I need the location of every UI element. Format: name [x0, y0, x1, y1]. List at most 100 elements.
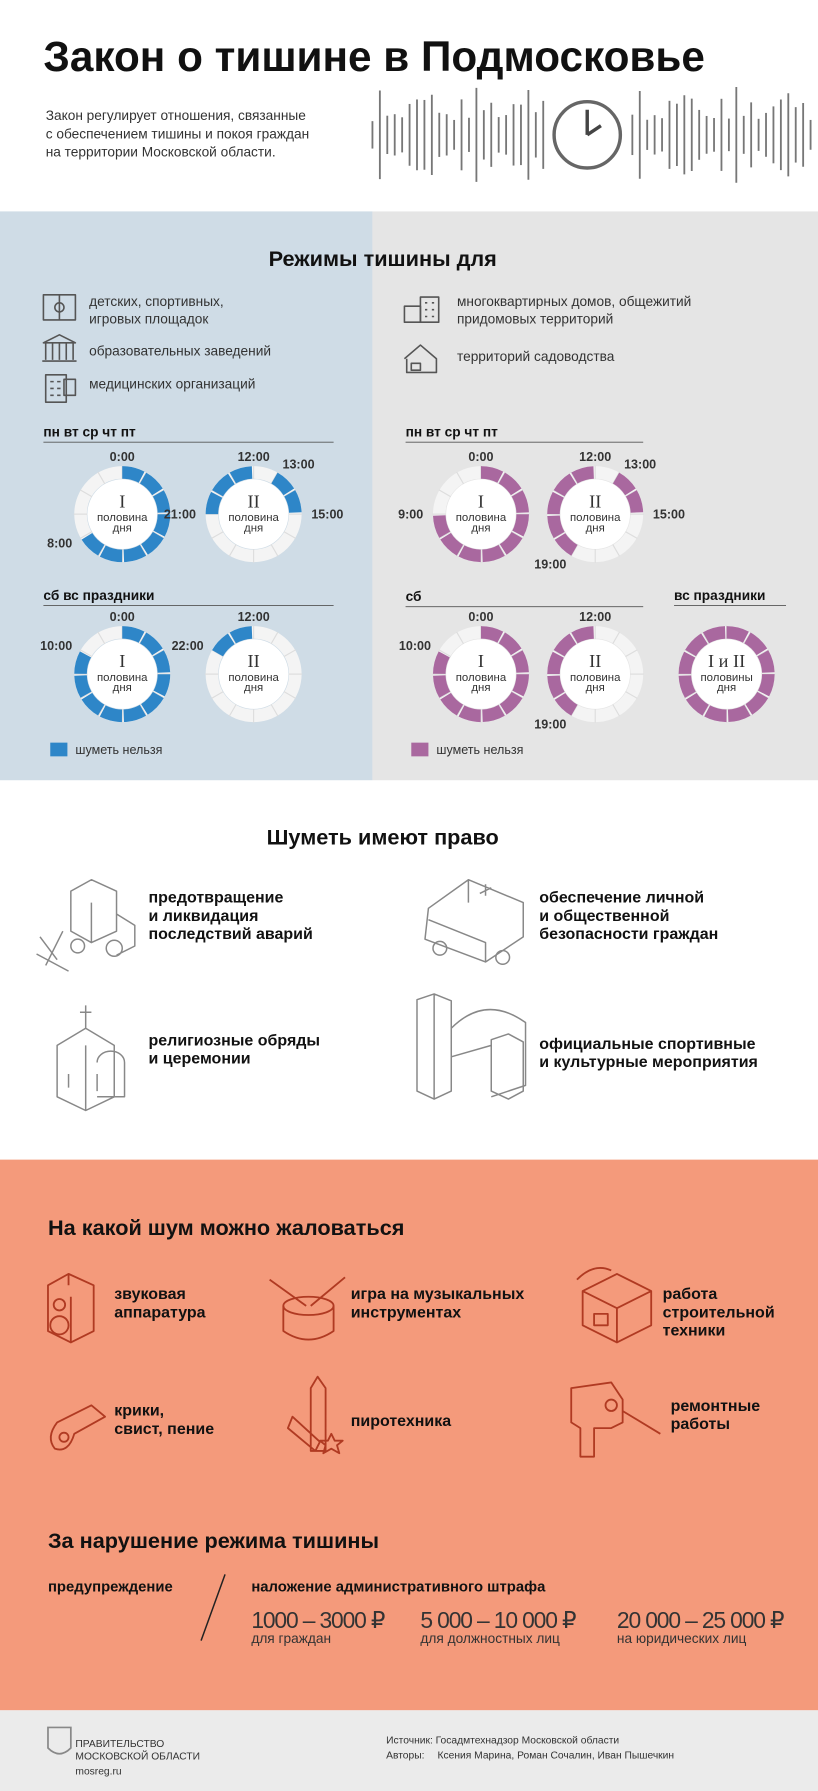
fine-who: на юридических лиц: [617, 1631, 747, 1646]
ring-tick: [552, 531, 566, 539]
complaint-item: ремонтные: [671, 1398, 761, 1415]
time-label: 15:00: [653, 508, 685, 522]
time-label: 12:00: [579, 450, 611, 464]
warning: предупреждение: [48, 1579, 173, 1595]
ring-tick: [456, 471, 465, 485]
icons: [36, 293, 661, 1755]
ring-tick: [552, 649, 566, 658]
ring-tick: [756, 691, 769, 699]
allowed-item: и культурные мероприятия: [539, 1054, 758, 1071]
ring-caption: дня: [471, 522, 490, 534]
noise-arc: [212, 626, 254, 657]
ring-tick: [79, 649, 93, 658]
ring-tick: [684, 691, 697, 699]
ring-tick: [456, 631, 465, 645]
org-name: МОСКОВСКОЙ ОБЛАСТИ: [75, 1749, 200, 1762]
time-label: 19:00: [534, 558, 566, 572]
days: пн вт ср чт пт: [406, 424, 499, 439]
ring-numeral: II: [589, 651, 601, 671]
ring-tick: [211, 531, 224, 539]
ring-center: [218, 479, 289, 549]
allowed-item: и церемонии: [149, 1051, 251, 1068]
ring-center: [560, 639, 631, 709]
ring-tick: [283, 691, 296, 699]
complaint-item: инструментах: [351, 1304, 462, 1321]
ring-tick: [510, 531, 524, 539]
time-label: 0:00: [468, 450, 493, 464]
title: Закон о тишине в Подмосковье: [43, 33, 704, 80]
ring-tick: [497, 544, 506, 557]
fine-title: наложение административного штрафа: [251, 1579, 546, 1595]
noise-arc: [678, 626, 775, 723]
ring-tick: [612, 703, 620, 717]
ring-center: [691, 639, 762, 709]
description: Закон регулирует отношения, связанные: [46, 108, 306, 123]
legend-label: шуметь нельзя: [75, 743, 162, 757]
ring-center: [446, 479, 516, 549]
ring-tick: [270, 471, 279, 485]
place: игровых площадок: [89, 311, 209, 326]
fine-amount: 1000 – 3000 ₽: [251, 1607, 385, 1633]
ring-tick: [756, 649, 769, 658]
ring-numeral: II: [248, 491, 260, 511]
authors: Ксения Марина, Роман Сочалин, Иван Пышеч…: [438, 1750, 675, 1761]
ring-tick: [625, 649, 638, 658]
ring-tick: [139, 703, 148, 717]
ring-tick: [570, 631, 579, 645]
ring-caption: дня: [244, 682, 263, 694]
ring-tick: [552, 691, 566, 699]
noise-arc: [205, 466, 254, 515]
ring-tick: [510, 649, 524, 658]
ring-tick: [510, 691, 524, 699]
legend-label: шуметь нельзя: [436, 743, 523, 757]
ring-caption: дня: [113, 682, 132, 694]
noise-arc: [74, 626, 171, 723]
allowed-item: и ликвидация: [149, 908, 259, 925]
complaint-item: игра на музыкальных: [351, 1286, 525, 1303]
ring-numeral: I: [478, 491, 484, 511]
ring-tick: [152, 531, 165, 539]
place: многоквартирных домов, общежитий: [457, 294, 691, 309]
section-title: На какой шум можно жаловаться: [48, 1215, 404, 1240]
time-label: 10:00: [40, 639, 72, 653]
complaints-bg: [0, 1159, 818, 1711]
ring-tick: [79, 531, 93, 539]
left-panel: [0, 211, 373, 781]
days: сб вс праздники: [43, 588, 154, 603]
ring-center: [87, 639, 158, 709]
time-label: 22:00: [172, 639, 204, 653]
time-label: 9:00: [398, 508, 423, 522]
time-label: 10:00: [399, 639, 431, 653]
ring-tick: [625, 489, 638, 498]
ring-caption: дня: [717, 682, 736, 694]
authors-label: Авторы:: [386, 1750, 424, 1761]
ring-center: [560, 479, 631, 549]
footer-bg: [0, 1710, 818, 1791]
description: с обеспечением тишины и покоя граждан: [46, 126, 309, 141]
ring-tick: [438, 649, 452, 658]
legend-swatch: [50, 742, 68, 757]
place: детских, спортивных,: [89, 294, 224, 309]
ring-tick: [497, 471, 506, 485]
allowed-item: последствий аварий: [149, 926, 313, 943]
complaint-item: строительной: [663, 1304, 775, 1321]
org-name: ПРАВИТЕЛЬСТВО: [75, 1739, 164, 1750]
sound-wave: [371, 86, 812, 183]
ring-center: [446, 639, 516, 709]
complaint-item: аппаратура: [114, 1304, 205, 1321]
ring-tick: [552, 489, 566, 498]
noise-arc: [612, 472, 644, 515]
ring-tick: [438, 531, 452, 539]
noise-arc: [547, 466, 596, 556]
ring-caption: половина: [570, 672, 621, 684]
time-label: 8:00: [47, 537, 72, 551]
time-label: 12:00: [238, 450, 270, 464]
ring-tick: [228, 703, 237, 717]
complaint-item: техники: [663, 1323, 726, 1340]
ring-tick: [97, 471, 106, 485]
ring-caption: половина: [228, 512, 279, 524]
ring-numeral: I и II: [708, 651, 745, 671]
ring-tick: [270, 703, 279, 717]
ring-tick: [97, 703, 106, 717]
